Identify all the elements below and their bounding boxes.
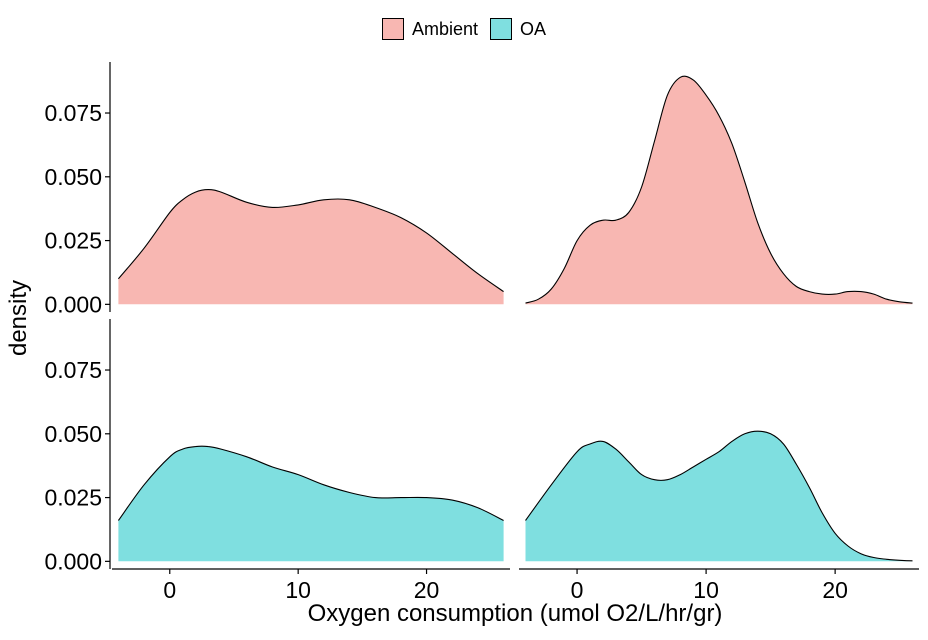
y-axis-title: density xyxy=(5,279,32,357)
legend-item-oa: OA xyxy=(490,18,546,40)
legend-swatch-oa xyxy=(490,18,513,40)
y-tick-label-row0-2: 0.050 xyxy=(44,164,102,190)
x-tick-label-col0-2: 20 xyxy=(414,577,440,603)
legend-label-ambient: Ambient xyxy=(411,18,479,39)
y-tick-label-row0-1: 0.025 xyxy=(44,228,102,254)
x-tick-label-col1-1: 10 xyxy=(693,577,719,603)
density-line-panel-r0c0-ambient xyxy=(117,189,504,293)
legend: Ambient OA xyxy=(0,14,928,44)
y-tick-label-row0-0: 0.000 xyxy=(44,291,102,317)
density-line-panel-r0c1-ambient xyxy=(525,75,913,304)
x-tick-label-col1-2: 20 xyxy=(822,577,848,603)
density-area-panel-r0c1-ambient xyxy=(525,76,913,305)
y-tick-label-row1-2: 0.050 xyxy=(44,421,102,447)
density-area-panel-r0c0-ambient xyxy=(118,189,504,305)
y-tick-label-row1-1: 0.025 xyxy=(44,485,102,511)
y-tick-label-row0-3: 0.075 xyxy=(44,100,102,126)
x-tick-label-col0-0: 0 xyxy=(163,577,176,603)
density-line-panel-r1c1-oa xyxy=(525,430,913,562)
density-area-panel-r1c0-oa xyxy=(118,446,504,562)
y-tick-label-row1-3: 0.075 xyxy=(44,357,102,383)
x-tick-label-col1-0: 0 xyxy=(571,577,584,603)
density-area-panel-r1c1-oa xyxy=(525,431,913,562)
legend-item-ambient: Ambient xyxy=(381,18,479,40)
legend-label-oa: OA xyxy=(520,18,547,39)
y-tick-label-row1-0: 0.000 xyxy=(44,548,102,574)
x-axis-title: Oxygen consumption (umol O2/L/hr/gr) xyxy=(307,600,723,627)
x-tick-label-col0-1: 10 xyxy=(285,577,311,603)
legend-swatch-ambient xyxy=(381,18,404,40)
density-line-panel-r1c0-oa xyxy=(117,445,504,521)
